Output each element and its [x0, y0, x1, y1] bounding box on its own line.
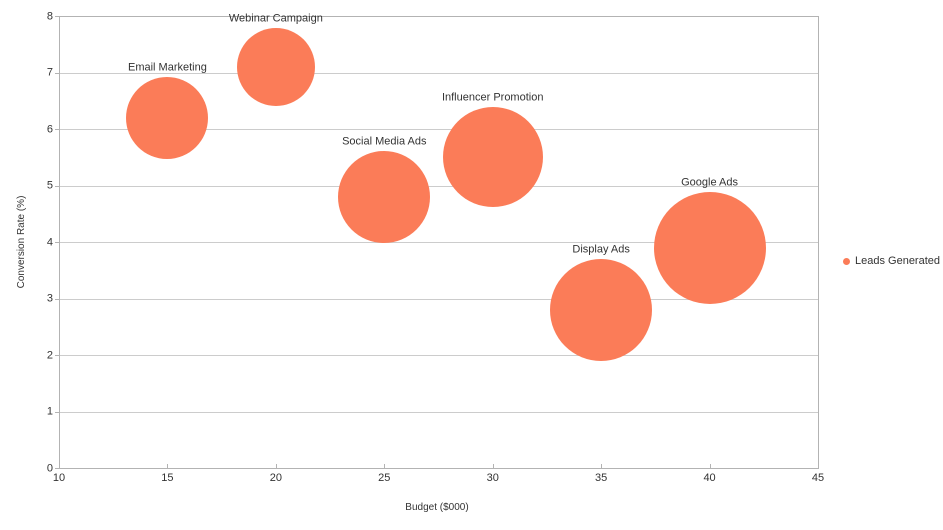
y-tick-5: [55, 185, 59, 187]
x-tick-label-10: 10: [52, 472, 66, 484]
gridline-y-7: [59, 72, 818, 74]
y-tick-label-8: 8: [46, 10, 53, 22]
x-tick-35: [601, 464, 603, 469]
x-tick-label-20: 20: [269, 472, 282, 484]
x-tick-45: [818, 464, 819, 469]
bubble-email-marketing: [126, 76, 209, 159]
y-tick-label-1: 1: [46, 405, 53, 418]
gridline-y-2: [59, 355, 818, 356]
x-tick-label-30: 30: [486, 472, 499, 484]
bubble-social-media-ads: [338, 150, 431, 243]
legend-label: Leads Generated: [855, 255, 941, 267]
gridline-y-6: [59, 129, 818, 130]
gridline-y-3: [59, 298, 818, 300]
x-tick-15: [167, 464, 169, 469]
legend-marker-icon: [843, 258, 850, 265]
y-tick-label-6: 6: [46, 123, 53, 135]
x-tick-label-15: 15: [161, 472, 174, 484]
bubble-label-social-media-ads: Social Media Ads: [342, 135, 427, 148]
gridline-y-1: [59, 411, 818, 413]
y-axis-title: Conversion Rate (%): [16, 195, 27, 289]
y-tick-label-0: 0: [46, 462, 53, 474]
x-tick-label-45: 45: [811, 472, 825, 484]
bubble-label-webinar-campaign: Webinar Campaign: [228, 12, 323, 25]
gridline-y-4: [59, 242, 818, 243]
bubble-label-google-ads: Google Ads: [681, 176, 738, 189]
legend: Leads Generated: [843, 256, 940, 267]
x-tick-30: [492, 464, 494, 469]
bubble-label-email-marketing: Email Marketing: [127, 61, 207, 74]
x-axis-line: [59, 468, 819, 469]
bubble-label-influencer-promotion: Influencer Promotion: [441, 91, 544, 104]
bubble-influencer-promotion: [442, 107, 543, 208]
y-tick-6: [55, 129, 59, 130]
x-tick-label-40: 40: [703, 472, 716, 484]
plot-border-right: [818, 16, 819, 469]
y-tick-label-4: 4: [46, 236, 53, 248]
x-tick-label-35: 35: [595, 472, 608, 484]
x-tick-10: [59, 464, 60, 469]
x-axis-title: Budget ($000): [405, 502, 469, 513]
y-tick-8: [55, 16, 59, 17]
y-tick-2: [55, 355, 59, 356]
y-tick-label-3: 3: [46, 292, 53, 305]
y-tick-0: [55, 468, 59, 469]
bubble-display-ads: [550, 258, 653, 361]
y-tick-4: [55, 242, 59, 243]
x-tick-25: [384, 464, 386, 469]
bubble-google-ads: [653, 191, 766, 304]
x-tick-label-25: 25: [378, 472, 391, 484]
y-tick-3: [55, 298, 59, 300]
x-tick-40: [709, 464, 711, 469]
plot-border-top: [59, 16, 819, 17]
y-tick-label-7: 7: [46, 66, 53, 79]
y-tick-1: [55, 411, 59, 413]
y-tick-label-5: 5: [46, 179, 53, 192]
y-tick-label-2: 2: [46, 349, 53, 361]
y-axis-line: [59, 16, 60, 469]
bubble-label-display-ads: Display Ads: [572, 243, 630, 256]
x-tick-20: [275, 464, 277, 469]
gridline-y-5: [59, 185, 818, 187]
bubble-webinar-campaign: [236, 27, 315, 106]
y-tick-7: [55, 72, 59, 74]
